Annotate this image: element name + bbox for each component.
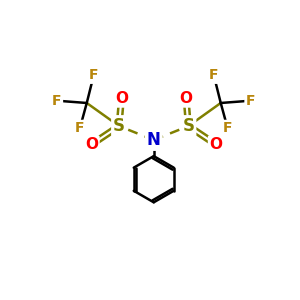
- Text: S: S: [182, 117, 194, 135]
- Text: F: F: [52, 94, 62, 108]
- Text: N: N: [147, 131, 161, 149]
- Text: F: F: [89, 68, 98, 82]
- Text: F: F: [209, 68, 219, 82]
- Text: O: O: [85, 137, 98, 152]
- Text: S: S: [113, 117, 125, 135]
- Text: F: F: [246, 94, 256, 108]
- Text: F: F: [75, 122, 85, 135]
- Text: F: F: [223, 122, 232, 135]
- Text: O: O: [115, 91, 128, 106]
- Text: O: O: [210, 137, 223, 152]
- Text: O: O: [180, 91, 193, 106]
